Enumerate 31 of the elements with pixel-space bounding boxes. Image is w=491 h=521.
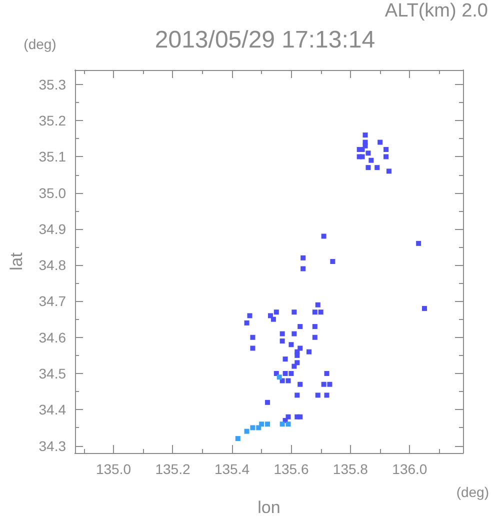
chart-subtitle: ALT(km) 2.0 [384,0,488,22]
text: (deg) [456,484,489,500]
x-tick-label: 135.6 [274,461,309,477]
point [286,422,291,427]
point [244,428,250,434]
y-tick-label: 34.3 [38,438,66,454]
y-tick-label: 34.9 [38,220,66,237]
x-tick-label: 135.0 [96,461,132,477]
y-tick-label: 35.2 [38,112,66,129]
point [276,374,282,380]
point [280,422,285,427]
y-tick-label: 35.1 [38,148,66,165]
y-tick-label: 34.8 [38,257,66,274]
chart-title: 2013/05/29 17:13:14 [154,26,376,54]
x-tick-label: 135.4 [214,461,250,477]
y-tick-label: 34.4 [38,402,66,418]
y-tick-label: 35.3 [38,76,66,92]
x-tick-label: 135.2 [155,461,190,477]
y-tick-label: 34.7 [38,293,66,310]
y-axis-title: lat [7,252,26,270]
x-axis-title: lon [258,498,280,517]
text: (deg) [24,36,56,52]
y-tick-label: 35.0 [38,184,66,201]
y-tick-label: 34.5 [38,366,66,382]
x-tick-label: 135.8 [332,461,368,477]
x-tick-label: 136.0 [392,461,428,477]
point [265,422,270,427]
point [235,436,240,442]
point [259,422,264,427]
y-tick-label: 34.6 [38,329,66,346]
point [250,425,256,430]
